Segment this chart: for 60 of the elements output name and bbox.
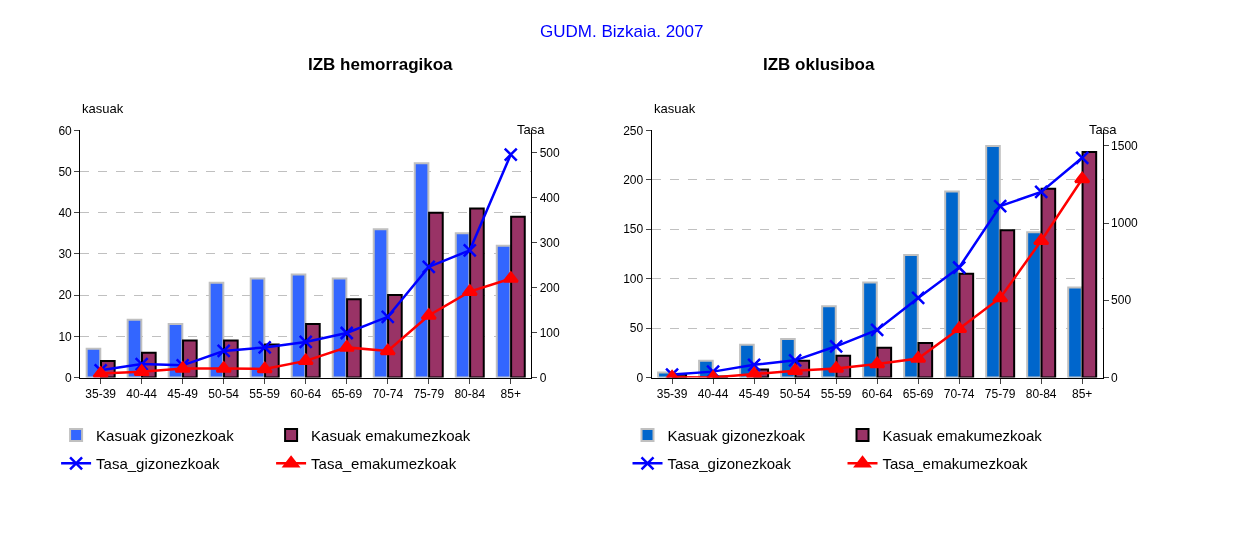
y-axis-title: kasuak xyxy=(654,101,696,116)
x-tick-label: 70-74 xyxy=(943,386,975,401)
x-tick-label: 55-59 xyxy=(249,386,281,401)
y2-tick-label: 500 xyxy=(539,145,561,160)
legend-label: Tasa_gizonezkoak xyxy=(667,455,792,473)
y-tick-label: 40 xyxy=(58,205,73,220)
legend-label: Tasa_gizonezkoak xyxy=(96,455,220,473)
legend-label: Kasuak gizonezkoak xyxy=(96,426,235,444)
x-tick-label: 75-79 xyxy=(984,386,1016,401)
x-tick-label: 65-69 xyxy=(331,386,363,401)
y-tick-label: 0 xyxy=(636,370,644,385)
y2-tick-label: 400 xyxy=(539,190,561,205)
x-tick-label: 65-69 xyxy=(902,386,934,401)
y-tick-label: 200 xyxy=(623,172,644,187)
legend-label: Kasuak emakumezkoak xyxy=(882,426,1043,444)
x-tick-label: 55-59 xyxy=(820,386,852,401)
y-tick-label: 60 xyxy=(58,123,73,138)
y2-tick-label: 1500 xyxy=(1111,138,1139,153)
legend-label: Tasa_emakumezkoak xyxy=(882,455,1029,473)
y-tick-label: 50 xyxy=(58,164,73,179)
y-tick-label: 150 xyxy=(623,222,644,237)
y-tick-label: 100 xyxy=(623,271,644,286)
legend-label: Kasuak gizonezkoak xyxy=(667,426,806,444)
y2-tick-label: 100 xyxy=(539,325,561,340)
chart-title: IZB hemorragikoa xyxy=(308,55,454,74)
y2-tick-label: 1000 xyxy=(1111,216,1139,231)
legend-label: Tasa_emakumezkoak xyxy=(311,455,457,473)
x-tick-label: 80-84 xyxy=(454,386,486,401)
y-tick-label: 10 xyxy=(58,329,73,344)
x-tick-label: 50-54 xyxy=(208,386,240,401)
y2-tick-label: 0 xyxy=(539,370,547,385)
y2-axis-title: Tasa xyxy=(517,122,546,137)
x-tick-label: 45-49 xyxy=(167,386,199,401)
x-tick-label: 60-64 xyxy=(290,386,322,401)
y-axis-title: kasuak xyxy=(82,101,124,116)
x-tick-label: 40-44 xyxy=(697,386,729,401)
y-tick-label: 0 xyxy=(65,370,73,385)
y-tick-label: 20 xyxy=(58,288,73,303)
x-tick-label: 50-54 xyxy=(779,386,811,401)
x-tick-label: 40-44 xyxy=(126,386,158,401)
x-tick-label: 80-84 xyxy=(1025,386,1057,401)
x-tick-label: 70-74 xyxy=(372,386,404,401)
x-tick-label: 60-64 xyxy=(861,386,893,401)
x-tick-label: 85+ xyxy=(1072,386,1093,401)
y2-tick-label: 500 xyxy=(1111,293,1132,308)
x-tick-label: 75-79 xyxy=(413,386,445,401)
y-tick-label: 50 xyxy=(629,321,644,336)
chart-title: IZB oklusiboa xyxy=(763,55,875,74)
y2-tick-label: 300 xyxy=(539,235,561,250)
x-tick-label: 45-49 xyxy=(738,386,770,401)
x-tick-label: 35-39 xyxy=(656,386,688,401)
x-tick-label: 85+ xyxy=(500,386,521,401)
x-tick-label: 35-39 xyxy=(85,386,117,401)
y-tick-label: 30 xyxy=(58,247,73,262)
y-tick-label: 250 xyxy=(623,123,644,138)
y2-tick-label: 0 xyxy=(1111,370,1119,385)
y2-axis-title: Tasa xyxy=(1089,122,1118,137)
legend-label: Kasuak emakumezkoak xyxy=(311,426,471,444)
y2-tick-label: 200 xyxy=(539,280,561,295)
text: GUDM. Bizkaia. 2007 xyxy=(540,22,704,41)
